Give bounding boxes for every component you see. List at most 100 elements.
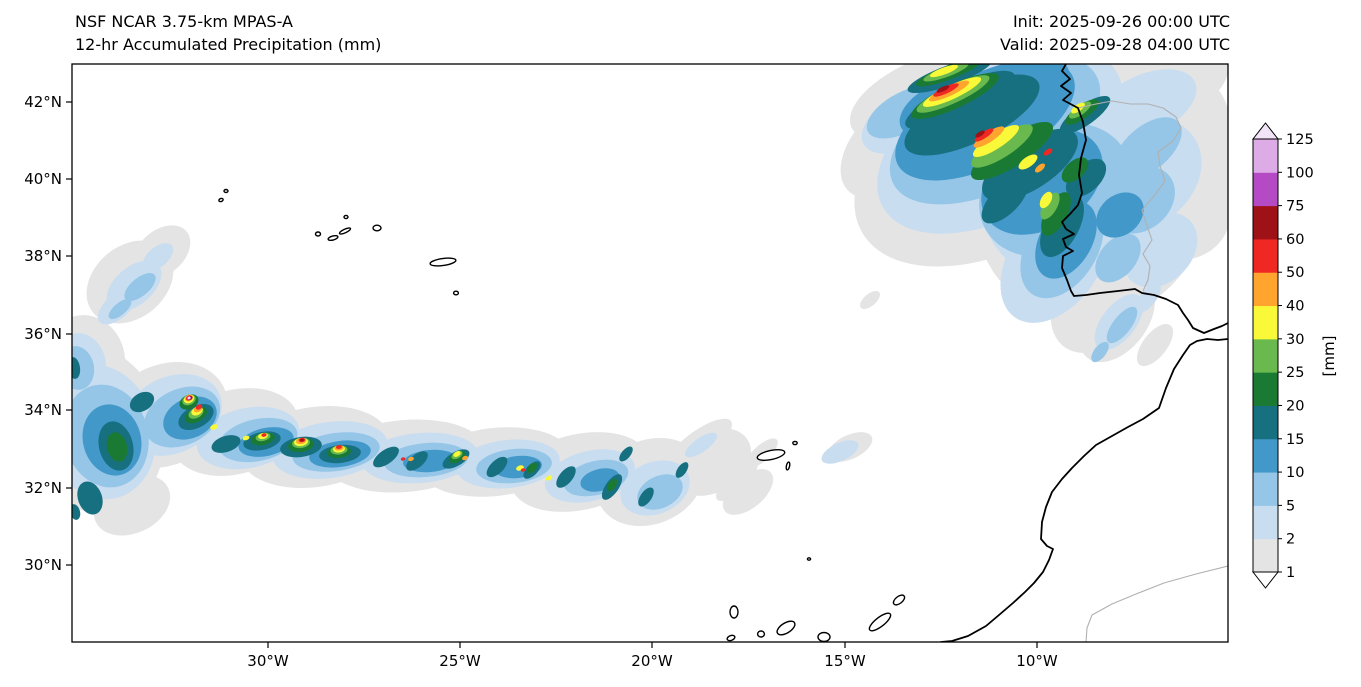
precip-region: [1035, 163, 1045, 173]
precip-region: [974, 128, 994, 142]
precip-region: [124, 272, 156, 302]
precip-region: [1041, 192, 1071, 236]
precip-region: [300, 438, 304, 442]
island-outline: [726, 634, 736, 642]
colorbar-tick-label: 10: [1286, 465, 1304, 481]
precip-region: [1136, 323, 1174, 367]
x-tick-label: 30°W: [247, 652, 289, 670]
precip-region: [973, 126, 1005, 148]
valid-time-label: Valid: 2025-09-28 04:00 UTC: [999, 35, 1230, 54]
precip-region: [722, 469, 774, 515]
precip-region: [142, 243, 174, 271]
precip-region: [1043, 148, 1053, 156]
precip-region: [684, 432, 718, 458]
precip-region: [129, 391, 155, 413]
precip-region: [1040, 192, 1060, 220]
precip-region: [400, 457, 406, 461]
colorbar-segment: [1253, 338, 1278, 373]
island-outline: [452, 290, 460, 296]
precip-region: [545, 475, 553, 481]
island-outline: [776, 620, 796, 636]
precip-region: [486, 456, 508, 478]
x-tick-label: 10°W: [1016, 652, 1058, 670]
y-tick-label: 34°N: [24, 401, 62, 419]
colorbar-tick-label: 40: [1286, 299, 1304, 315]
precip-region: [821, 440, 859, 464]
precip-region: [1114, 117, 1182, 179]
precip-region: [195, 404, 203, 410]
precip-region: [981, 176, 1029, 224]
island-outline: [817, 631, 831, 642]
colorbar-tick-label: 100: [1286, 165, 1314, 181]
colorbar-under-arrow: [1251, 571, 1280, 589]
precip-region: [336, 444, 342, 450]
y-tick-label: 40°N: [24, 170, 62, 188]
island-outline: [792, 440, 798, 446]
colorbar-tick-label: 125: [1286, 132, 1314, 148]
colorbar-tick-label: 60: [1286, 232, 1304, 248]
colorbar-tick-label: 75: [1286, 199, 1304, 215]
precip-region: [1095, 233, 1141, 283]
island-outline: [806, 557, 812, 561]
precip-region: [106, 432, 128, 462]
colorbar-tick-label: 20: [1286, 398, 1304, 414]
precip-region: [373, 446, 399, 468]
colorbar-tick-label: 5: [1286, 498, 1295, 514]
island-outline: [868, 612, 892, 632]
island-outline: [729, 605, 739, 619]
precip-region: [606, 478, 618, 492]
island-outline: [785, 461, 791, 471]
time-block: Init: 2025-09-26 00:00 UTC Valid: 2025-0…: [1000, 10, 1230, 56]
colorbar-segment: [1253, 139, 1278, 173]
colorbar-segment: [1253, 372, 1278, 406]
precip-region: [619, 446, 633, 462]
precip-region: [972, 125, 1020, 157]
precip-region: [453, 451, 461, 457]
y-tick-label: 36°N: [24, 325, 62, 343]
init-time-label: Init: 2025-09-26 00:00 UTC: [1012, 12, 1230, 31]
colorbar-tick-label: 15: [1286, 432, 1304, 448]
precip-region: [1106, 306, 1138, 344]
island-outline: [338, 227, 352, 235]
coastline: [1060, 64, 1228, 334]
colorbar-tick-label: 1: [1286, 565, 1295, 581]
colorbar-over-arrow: [1251, 122, 1280, 140]
island-outline: [756, 449, 786, 461]
country-border: [1085, 565, 1228, 642]
island-outline: [218, 197, 224, 203]
colorbar-segment: [1253, 172, 1278, 207]
island-outline: [314, 231, 322, 237]
island-outline: [429, 257, 457, 267]
y-tick-label: 42°N: [24, 93, 62, 111]
precip-region: [520, 468, 526, 472]
precip-region: [242, 435, 250, 441]
precip-region: [715, 458, 759, 502]
precip-region: [904, 74, 1040, 156]
y-tick-label: 38°N: [24, 247, 62, 265]
precip-region: [1061, 157, 1089, 183]
map-frame: [71, 63, 1229, 643]
precip-region: [929, 64, 959, 78]
colorbar-tick-label: 2: [1286, 532, 1295, 548]
island-outline: [223, 188, 229, 194]
colorbar-tick-label: 25: [1286, 365, 1304, 381]
precip-region: [1018, 154, 1038, 170]
colorbar-outline: [1252, 138, 1279, 573]
precip-region: [975, 130, 985, 138]
precip-region: [1096, 192, 1144, 238]
y-tick-label: 32°N: [24, 479, 62, 497]
precip-region: [108, 298, 132, 320]
x-tick-label: 20°W: [631, 652, 673, 670]
precip-region: [211, 435, 241, 453]
precip-region: [526, 462, 538, 474]
precip-region: [210, 424, 218, 430]
precip-region: [1091, 341, 1109, 363]
colorbar-segment: [1253, 472, 1278, 506]
precip-region: [860, 291, 880, 309]
colorbar-segment: [1253, 438, 1278, 473]
colorbar-tick-label: 50: [1286, 265, 1304, 281]
precip-region: [261, 433, 267, 437]
